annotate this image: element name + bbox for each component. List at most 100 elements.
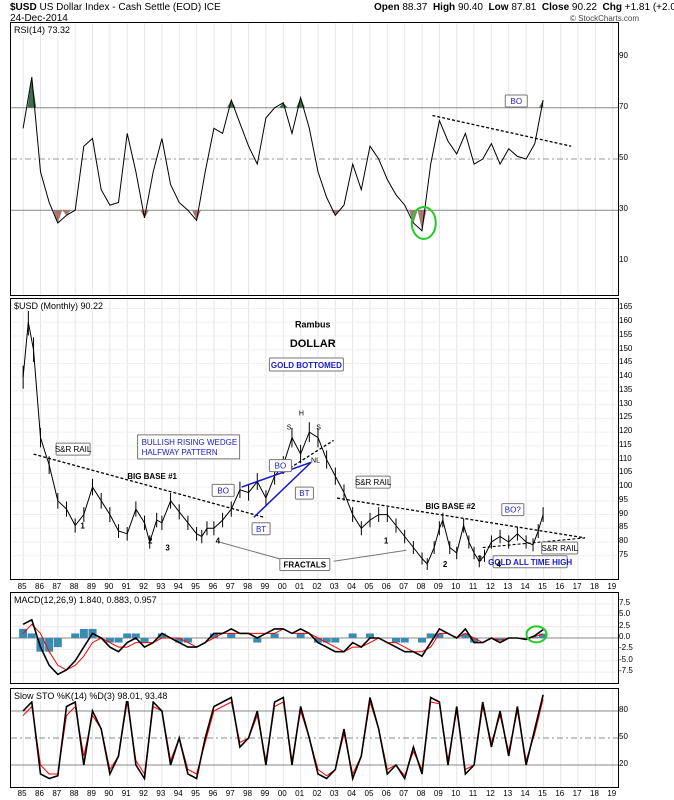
year-tick-label: 06 <box>382 789 391 798</box>
year-tick-label: 94 <box>174 582 183 591</box>
year-tick-label: 00 <box>278 582 287 591</box>
macd-histogram-bar <box>123 633 132 638</box>
chart-title: $USD US Dollar Index - Cash Settle (EOD)… <box>10 2 221 13</box>
sr-rail-right-callout: S&R RAIL <box>541 541 578 555</box>
year-tick-label: 10 <box>451 789 460 798</box>
year-tick-label: 02 <box>313 789 322 798</box>
macd-histogram-bar <box>400 638 409 643</box>
wedge-callout-box <box>137 434 241 460</box>
year-tick-label: 93 <box>156 582 165 591</box>
year-tick-label: 16 <box>555 789 564 798</box>
macd-histogram-bar <box>530 637 539 638</box>
rsi-oversold-fill <box>192 210 201 221</box>
low-marker-n1b: 1 <box>384 536 389 545</box>
fractal-line-left <box>218 541 289 562</box>
fractals-callout-text: FRACTALS <box>284 561 327 570</box>
close-label: Close <box>541 2 570 13</box>
year-tick-label: 92 <box>139 789 148 798</box>
nl-label: NL <box>311 457 320 464</box>
y-tick-label: 120 <box>619 426 633 436</box>
y-tick-label: 110 <box>619 453 632 463</box>
macd-histogram-bar <box>227 633 236 638</box>
macd-histogram-bar <box>426 633 435 638</box>
year-tick-label: 14 <box>521 789 530 798</box>
low-label: Low <box>488 2 509 13</box>
y-tick-label: 50 <box>619 153 628 162</box>
rsi-bo-callout: BO <box>504 94 528 108</box>
y-tick-label: 20 <box>619 759 628 768</box>
year-tick-label: 11 <box>469 789 478 798</box>
high-label: High <box>432 2 456 13</box>
y-tick-label: 85 <box>619 522 628 532</box>
wedge-callout-line1: BULLISH RISING WEDGE <box>142 438 238 447</box>
year-tick-label: 18 <box>590 789 599 798</box>
chg-value: +1.81 (+2.05%) <box>624 2 674 13</box>
y-tick-label: -7.5 <box>619 666 633 676</box>
macd-histogram-bar <box>53 638 62 648</box>
year-tick-label: 98 <box>243 582 252 591</box>
gold-bottomed-callout: GOLD BOTTOMED <box>268 357 344 372</box>
year-tick-label: 13 <box>503 789 512 798</box>
bo-callout-1-text: BO <box>217 486 229 495</box>
year-tick-label: 07 <box>399 582 408 591</box>
wedge-upper <box>241 461 312 488</box>
year-tick-label: 97 <box>226 789 235 798</box>
macd-histogram-bar <box>105 638 114 643</box>
macd-histogram-bar <box>418 638 427 643</box>
y-tick-label: 95 <box>619 494 628 504</box>
y-tick-label: 30 <box>619 204 628 214</box>
year-axis-lower: 85 86 87 88 89 90 91 92 93 94 95 96 97 98 99 00 01 02 03 04… <box>18 789 617 798</box>
gold-ath-callout: GOLD ALL TIME HIGH <box>488 555 572 569</box>
macd-histogram-bar <box>175 638 184 643</box>
rsi-trendline <box>432 114 572 147</box>
year-tick-label: 12 <box>486 582 495 591</box>
y-tick-label: 5.0 <box>619 609 631 619</box>
y-tick-label: 145 <box>619 357 633 367</box>
price-chart: Rambus DOLLAR GOLD BOTTOMED S&R RAIL BIG BAS… <box>11 299 618 579</box>
sr-rail-2 <box>336 497 586 539</box>
bo-q-callout: BO? <box>501 503 525 517</box>
price-line <box>22 322 544 565</box>
gold-ath-callout-text: GOLD ALL TIME HIGH <box>488 558 572 567</box>
macd-histogram-bar <box>392 638 401 643</box>
y-tick-label: 7.5 <box>619 597 631 607</box>
open-label: Open <box>374 2 400 13</box>
y-tick-label: 165 <box>619 302 633 312</box>
big-base-2-label: BIG BASE #2 <box>425 502 475 511</box>
macd-panel: MACD(12,26,9) 1.840, 0.883, 0.957 <box>10 592 619 684</box>
sr-rail-right-callout-text: S&R RAIL <box>541 544 578 553</box>
macd-histogram-bar <box>539 633 548 638</box>
rsi-overbought-fill <box>278 102 288 108</box>
year-tick-label: 14 <box>521 582 530 591</box>
bt-callout-2-text: BT <box>299 489 309 498</box>
year-tick-label: 87 <box>52 789 61 798</box>
rambus-label: Rambus <box>295 320 331 330</box>
fractal-line-right <box>333 549 407 562</box>
y-tick-label: 50 <box>619 732 628 741</box>
macd-histogram-bar <box>19 628 28 638</box>
macd-histogram-bar <box>253 638 262 643</box>
macd-histogram-bar <box>270 633 279 638</box>
y-tick-label: 80 <box>619 705 628 714</box>
year-tick-label: 95 <box>191 582 200 591</box>
bo-callout-2: BO <box>268 459 292 473</box>
low-marker-n4b: 4 <box>497 560 502 569</box>
sr-rail-left-callout: S&R RAIL <box>55 442 92 456</box>
y-tick-label: 0.0 <box>619 632 631 641</box>
y-tick-label: 150 <box>619 343 633 353</box>
chg-label: Chg <box>602 2 622 13</box>
open-value: 88.37 <box>402 2 428 13</box>
year-tick-label: 13 <box>503 582 512 591</box>
year-tick-label: 87 <box>52 582 61 591</box>
y-tick-label: 125 <box>619 412 633 422</box>
year-tick-label: 85 <box>18 582 27 591</box>
macd-histogram-bar <box>79 628 88 638</box>
sto-k-line <box>22 694 544 782</box>
year-tick-label: 19 <box>607 789 616 798</box>
macd-histogram-bar <box>470 638 479 643</box>
low-marker-n1a: 1 <box>80 521 85 530</box>
high-value: 90.40 <box>457 2 483 13</box>
bo-callout-2-box <box>268 459 292 473</box>
year-tick-label: 08 <box>417 789 426 798</box>
year-tick-label: 91 <box>122 789 131 798</box>
